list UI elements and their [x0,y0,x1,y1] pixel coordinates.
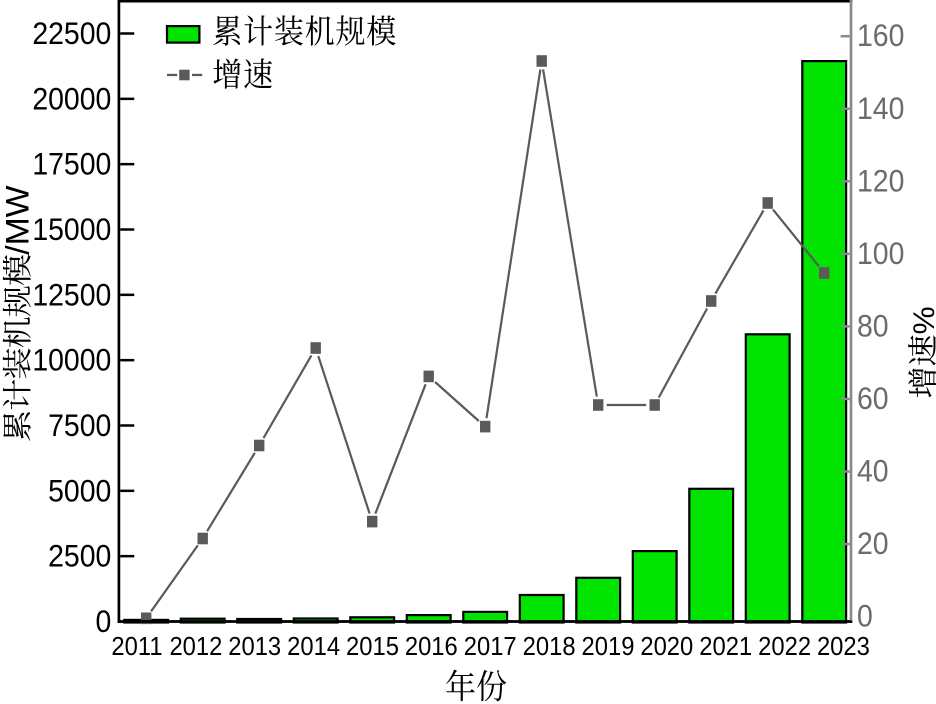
svg-text:2016: 2016 [405,632,458,661]
svg-text:2021: 2021 [699,632,752,661]
svg-text:0: 0 [857,599,873,634]
svg-text:40: 40 [857,454,889,489]
svg-text:0: 0 [95,605,111,640]
svg-text:17500: 17500 [32,147,111,182]
svg-text:2018: 2018 [523,632,576,661]
svg-text:100: 100 [857,237,904,272]
svg-text:2500: 2500 [48,539,111,574]
svg-text:2013: 2013 [228,632,281,661]
svg-text:2014: 2014 [287,632,340,661]
svg-text:20: 20 [857,527,889,562]
svg-text:2011: 2011 [111,632,162,661]
svg-text:140: 140 [857,92,904,127]
svg-text:80: 80 [857,309,889,344]
svg-text:22500: 22500 [32,17,111,52]
svg-text:2012: 2012 [169,632,222,661]
svg-text:2017: 2017 [464,632,517,661]
svg-text:5000: 5000 [48,474,111,509]
svg-text:2015: 2015 [346,632,399,661]
svg-text:160: 160 [857,19,904,54]
svg-text:2022: 2022 [758,632,811,661]
svg-text:7500: 7500 [48,409,111,444]
svg-text:2019: 2019 [582,632,635,661]
svg-text:%: % [907,306,936,334]
svg-text:120: 120 [857,164,904,199]
svg-text:12500: 12500 [32,278,111,313]
svg-text:2023: 2023 [817,632,870,661]
svg-text:2020: 2020 [640,632,693,661]
svg-text:/MW: /MW [0,185,35,254]
svg-text:60: 60 [857,382,889,417]
svg-text:20000: 20000 [32,82,111,117]
svg-text:15000: 15000 [32,213,111,248]
svg-text:10000: 10000 [32,343,111,378]
